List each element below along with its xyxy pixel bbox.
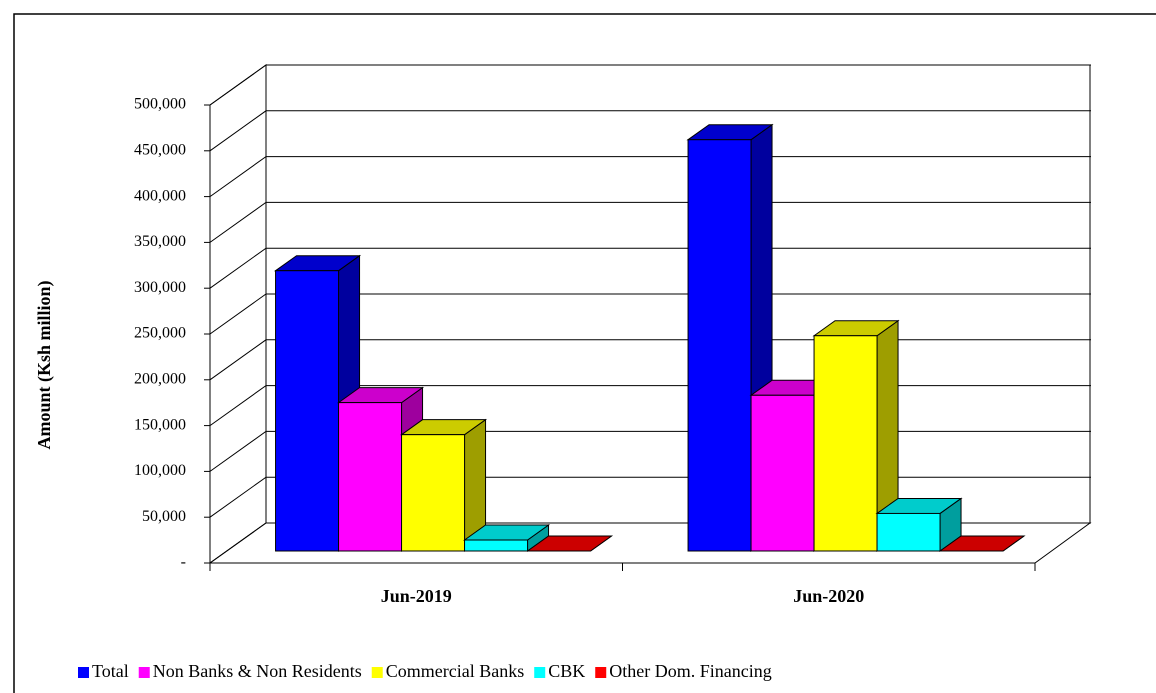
bar [525,535,614,552]
bar-front [464,539,529,552]
x-tick-label: Jun-2019 [381,586,452,606]
y-tick-label: 500,000 [134,96,186,113]
legend-label: Other Dom. Financing [609,661,771,681]
bar-top [938,535,1026,552]
bar-front [687,139,752,552]
y-tick-label: 450,000 [134,141,186,158]
legend-label: Non Banks & Non Residents [153,661,362,681]
grid-line [209,247,1091,289]
y-tick-label: 50,000 [142,508,186,525]
grid-line [209,293,1091,335]
bar [938,535,1026,552]
bar [399,418,488,552]
bar [812,319,900,552]
y-tick-label: 150,000 [134,416,186,433]
frame [13,13,1156,693]
y-axis-label: Amount (Ksh million) [34,280,55,449]
x-tick-label: Jun-2020 [793,586,864,606]
y-tick-label: - [181,554,186,571]
legend-label: CBK [548,661,585,681]
bar-front [275,270,340,552]
legend-swatch [138,667,150,678]
bar [462,524,551,552]
grid-line [209,201,1091,243]
bar-front [813,335,878,552]
grid-line [209,64,1091,106]
bar-front [750,394,815,552]
y-tick-label: 250,000 [134,325,186,342]
y-tick-label: 200,000 [134,370,186,387]
bar [875,497,963,552]
bar-front [876,512,941,552]
grid-line [209,156,1091,198]
grid-line [209,110,1091,152]
bar-front [338,402,403,552]
y-tick-label: 400,000 [134,187,186,204]
bar-top [525,535,614,552]
y-tick-label: 350,000 [134,233,186,250]
legend-swatch [595,667,607,678]
bar-front [401,434,466,552]
y-tick-label: 300,000 [134,279,186,296]
legend-swatch [78,667,89,678]
y-tick-label: 100,000 [134,462,186,479]
legend-label: Commercial Banks [386,661,524,681]
legend-swatch [534,667,546,678]
legend-label: Total [92,661,129,681]
legend-swatch [371,667,383,678]
